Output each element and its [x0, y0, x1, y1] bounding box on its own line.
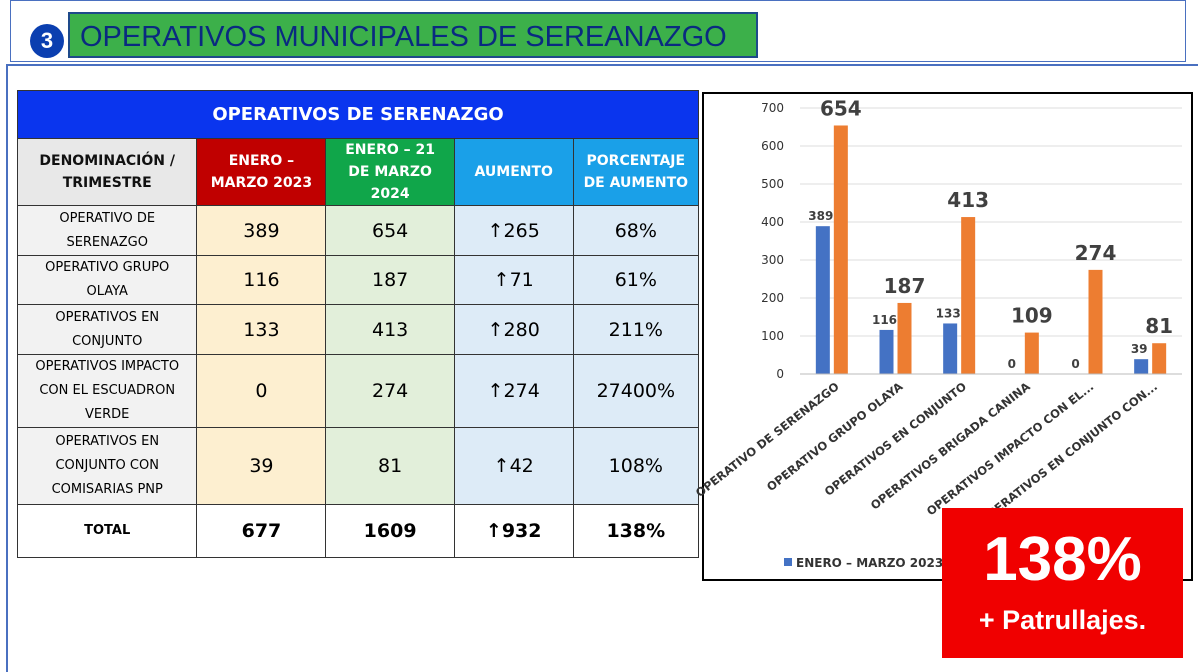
y-tick-label: 500 [761, 177, 784, 191]
data-label: 81 [1145, 314, 1173, 338]
bar [961, 217, 976, 374]
table-cell: ↑280 [453, 304, 574, 355]
content-frame [6, 64, 1198, 672]
table-cell: 677 [196, 504, 327, 558]
table-cell: 138% [572, 504, 700, 558]
table-cell: 68% [572, 205, 700, 256]
y-tick-label: 100 [761, 329, 784, 343]
table-row: OPERATIVOS IMPACTO CON EL ESCUADRON VERD… [16, 354, 700, 428]
bar [815, 226, 830, 374]
table-cell: ↑274 [453, 354, 574, 428]
data-label: 0 [1071, 357, 1079, 371]
y-tick-label: 200 [761, 291, 784, 305]
header-frame [10, 0, 1186, 62]
table-cell: OPERATIVOS EN CONJUNTO [16, 304, 198, 355]
table-cell: 654 [325, 205, 455, 256]
table-title: OPERATIVOS DE SERENAZGO [17, 90, 699, 139]
header-row: DENOMINACIÓN / TRIMESTRE ENERO – MARZO 20… [16, 138, 700, 206]
bar [833, 125, 848, 374]
bar [879, 329, 894, 374]
table-cell: 61% [572, 255, 700, 305]
table-cell: 389 [196, 205, 327, 256]
data-label: 389 [808, 209, 833, 223]
data-label: 654 [820, 96, 862, 120]
badge-value: 138% [983, 525, 1142, 594]
y-tick-label: 0 [776, 367, 784, 381]
table-cell: ↑42 [453, 427, 574, 505]
table-row: TOTAL 677 1609 ↑932 138% [16, 504, 700, 558]
bar [1134, 359, 1149, 374]
bar [897, 302, 912, 374]
bar [1152, 343, 1167, 374]
legend-swatch [784, 558, 792, 566]
table-row: OPERATIVOS EN CONJUNTO 133 413 ↑280 211% [16, 304, 700, 355]
bar [1088, 269, 1103, 374]
badge-text: + Patrullajes. [978, 605, 1147, 635]
section-number: 3 [30, 24, 64, 58]
title-row: OPERATIVOS DE SERENAZGO [17, 90, 699, 139]
data-label: 413 [947, 188, 989, 212]
table-row: OPERATIVO GRUPO OLAYA 116 187 ↑71 61% [16, 255, 700, 305]
y-tick-label: 600 [761, 139, 784, 153]
y-tick-label: 400 [761, 215, 784, 229]
table-cell: 116 [196, 255, 327, 305]
data-label: 116 [872, 313, 897, 327]
table-cell: 413 [325, 304, 455, 355]
data-label: 274 [1075, 241, 1117, 265]
column-header: PORCENTAJE DE AUMENTO [572, 138, 700, 206]
bar [1024, 332, 1039, 374]
data-label: 109 [1011, 304, 1053, 328]
table-cell: 108% [572, 427, 700, 505]
table-cell: OPERATIVOS EN CONJUNTO CON COMISARIAS PN… [16, 427, 198, 505]
table-cell: 27400% [572, 354, 700, 428]
column-header: ENERO – 21 DE MARZO 2024 [325, 138, 455, 206]
table-cell: 1609 [325, 504, 455, 558]
column-header: DENOMINACIÓN / TRIMESTRE [16, 138, 198, 206]
table-cell: ↑932 [453, 504, 574, 558]
table-cell: OPERATIVOS IMPACTO CON EL ESCUADRON VERD… [16, 354, 198, 428]
table-cell: TOTAL [16, 504, 198, 558]
table-cell: OPERATIVO GRUPO OLAYA [16, 255, 198, 305]
table-cell: ↑265 [453, 205, 574, 256]
header-title: OPERATIVOS MUNICIPALES DE SEREANAZGO [68, 12, 758, 58]
table-cell: 187 [325, 255, 455, 305]
table-cell: OPERATIVO DE SERENAZGO [16, 205, 198, 256]
data-label: 187 [884, 274, 926, 298]
data-label: 0 [1008, 357, 1016, 371]
y-tick-label: 700 [761, 101, 784, 115]
table-cell: 211% [572, 304, 700, 355]
legend-label: ENERO – MARZO 2023 [796, 556, 943, 570]
table-cell: 81 [325, 427, 455, 505]
table-row: OPERATIVO DE SERENAZGO 389 654 ↑265 68% [16, 205, 700, 256]
table-row: OPERATIVOS EN CONJUNTO CON COMISARIAS PN… [16, 427, 700, 505]
table-cell: 274 [325, 354, 455, 428]
data-label: 133 [936, 306, 961, 320]
table: OPERATIVOS DE SERENAZGO DENOMINACIÓN / TR… [16, 90, 700, 558]
y-tick-label: 300 [761, 253, 784, 267]
bar [943, 323, 958, 374]
table-cell: 133 [196, 304, 327, 355]
column-header: ENERO – MARZO 2023 [196, 138, 327, 206]
data-label: 39 [1131, 342, 1148, 356]
table-cell: ↑71 [453, 255, 574, 305]
badge: 138% + Patrullajes. [942, 508, 1183, 658]
